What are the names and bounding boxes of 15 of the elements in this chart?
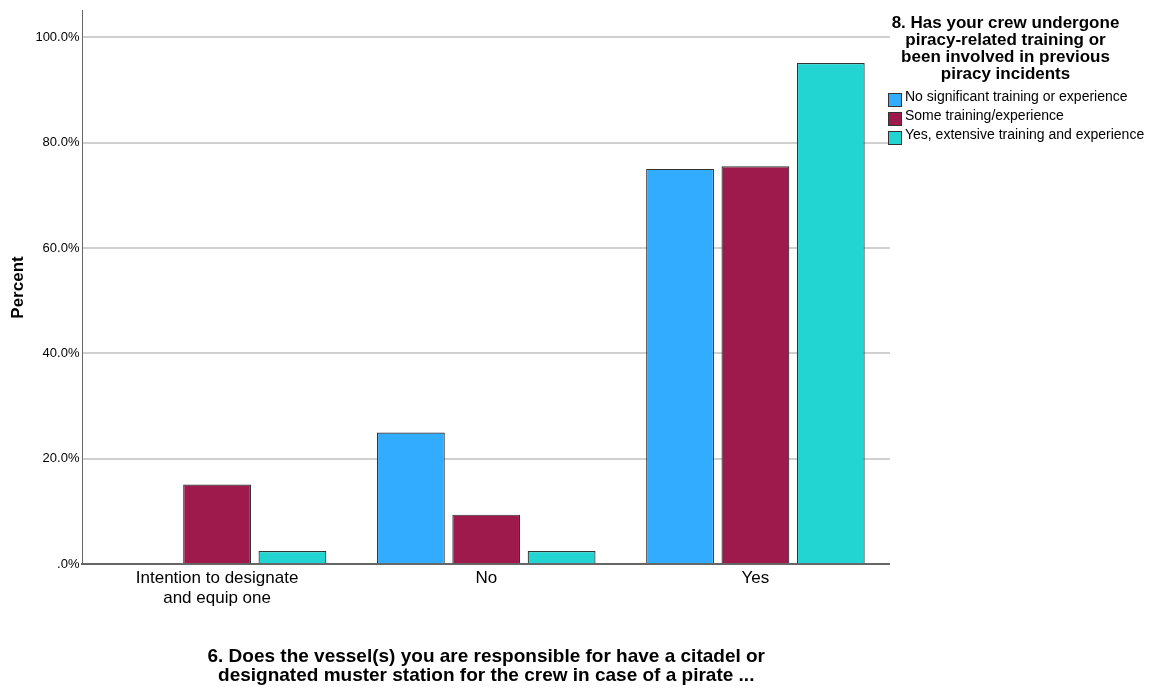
y-tick-label: 80.0% xyxy=(42,134,80,150)
y-tick-label: 60.0% xyxy=(42,239,80,255)
legend-title: 8. Has your crew undergone piracy-related training or been involved in previous piracy incidents xyxy=(890,13,1121,83)
y-tick-label: 20.0% xyxy=(42,450,80,466)
legend-label: Yes, extensive training and experience xyxy=(905,126,1146,142)
x-tick-label: No xyxy=(475,568,498,588)
y-tick-label: 40.0% xyxy=(42,344,80,360)
legend-label: No significant training or experience xyxy=(905,88,1129,104)
legend-label: Some training/experience xyxy=(905,107,1065,123)
y-axis-title: Percent xyxy=(7,255,27,319)
x-tick-label: Yes xyxy=(741,568,770,588)
x-axis-title: 6. Does the vessel(s) you are responsible for have a citadel or designated muster station for the crew in case of a pirate ... xyxy=(207,644,766,685)
y-tick-label: 100.0% xyxy=(35,28,80,44)
x-tick-label: Intention to designate and equip one xyxy=(135,568,299,608)
y-tick-label: .0% xyxy=(57,555,80,571)
